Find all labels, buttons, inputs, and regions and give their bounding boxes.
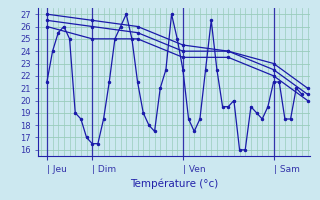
X-axis label: Température (°c): Température (°c) [130, 178, 219, 189]
